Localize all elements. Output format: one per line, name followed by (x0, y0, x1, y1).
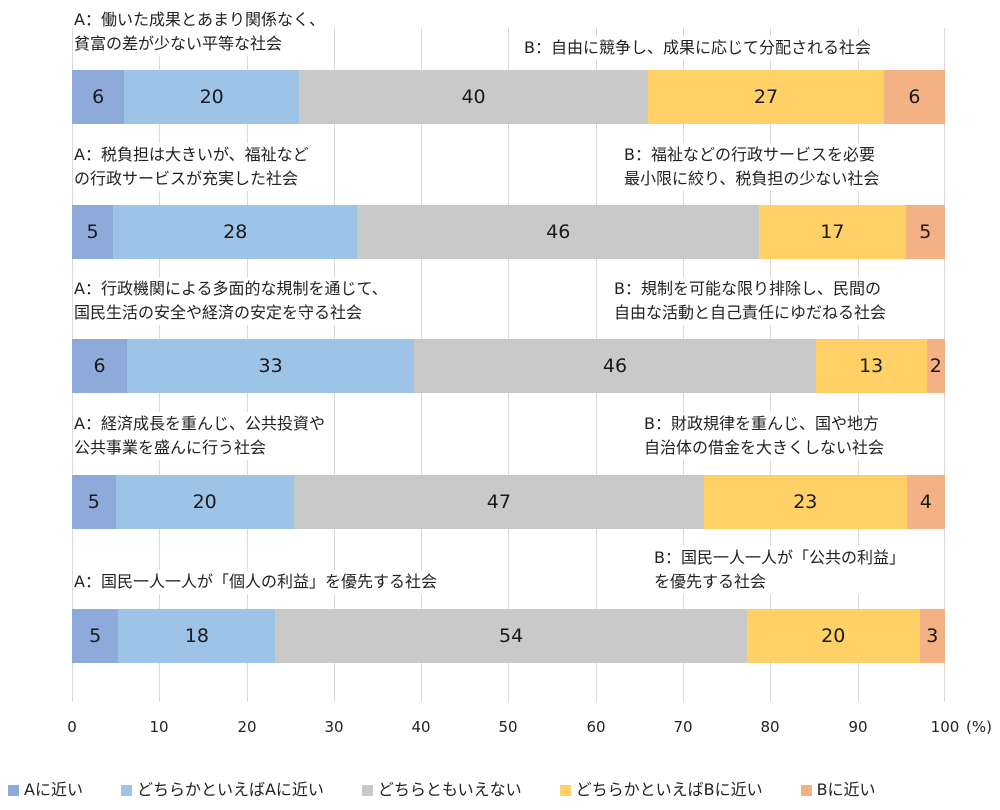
x-tick: 70 (673, 718, 693, 736)
legend-item-neither: どちらともいえない (361, 776, 522, 800)
row-4-label-b: B：財政規律を重んじ、国や地方 自治体の借金を大きくしない社会 (644, 412, 885, 460)
row-3-label-b: B：規制を可能な限り排除し、民間の 自由な活動と自己責任にゆだねる社会 (614, 277, 887, 325)
segment-a-close: 5 (72, 609, 119, 663)
segment-somewhat-b: 13 (815, 339, 927, 393)
row-2-label-a: A：税負担は大きいが、福祉など の行政サービスが充実した社会 (74, 143, 309, 191)
segment-neither: 47 (293, 475, 705, 529)
segment-a-close: 6 (72, 339, 127, 393)
row-5-label-a: A：国民一人一人が「個人の利益」を優先する社会 (74, 570, 437, 594)
segment-somewhat-b: 27 (648, 70, 884, 124)
segment-somewhat-a: 28 (113, 205, 358, 259)
segment-somewhat-a: 18 (118, 609, 276, 663)
segment-neither: 46 (414, 339, 816, 393)
plot-area: A：働いた成果とあまり関係なく、 貧富の差が少ない平等な社会 B：自由に競争し、… (72, 0, 945, 702)
row-4-label-a: A：経済成長を重んじ、公共投資や 公共事業を盛んに行う社会 (74, 412, 325, 460)
row-2-label-b: B：福祉などの行政サービスを必要 最小限に絞り、税負担の少ない社会 (624, 143, 880, 191)
segment-b-close: 4 (906, 475, 945, 529)
stacked-bar: 6 20 40 27 6 (72, 70, 945, 124)
stacked-bar: 5 28 46 17 5 (72, 205, 945, 259)
legend-swatch-icon (120, 784, 132, 796)
segment-a-close: 6 (72, 70, 125, 124)
segment-somewhat-b: 20 (746, 609, 920, 663)
x-tick: 50 (498, 718, 518, 736)
legend: Aに近い どちらかといえばAに近い どちらともいえない どちらかといえばBに近い… (8, 776, 914, 800)
segment-somewhat-a: 33 (126, 339, 415, 393)
x-tick: 20 (237, 718, 257, 736)
row-1-label-b: B：自由に競争し、成果に応じて分配される社会 (524, 36, 871, 60)
segment-b-close: 3 (919, 609, 945, 663)
stacked-bar: 5 20 47 23 4 (72, 475, 945, 529)
segment-neither: 40 (298, 70, 649, 124)
segment-a-close: 5 (72, 475, 116, 529)
segment-neither: 46 (357, 205, 760, 259)
x-tick: 40 (411, 718, 431, 736)
legend-swatch-icon (361, 784, 373, 796)
segment-somewhat-a: 20 (115, 475, 294, 529)
stacked-bar: 5 18 54 20 3 (72, 609, 945, 663)
legend-item-somewhat-a: どちらかといえばAに近い (120, 776, 324, 800)
segment-a-close: 5 (72, 205, 114, 259)
segment-somewhat-b: 17 (759, 205, 906, 259)
x-tick: 80 (760, 718, 780, 736)
row-5-label-b: B：国民一人一人が「公共の利益」 を優先する社会 (654, 546, 905, 594)
x-tick: 10 (149, 718, 169, 736)
legend-item-b-close: Bに近い (800, 776, 876, 800)
x-tick: 100 (930, 718, 960, 736)
legend-swatch-icon (800, 784, 812, 796)
legend-swatch-icon (8, 784, 19, 796)
legend-item-a-close: Aに近い (8, 776, 83, 800)
x-tick: 0 (67, 718, 77, 736)
segment-b-close: 6 (883, 70, 945, 124)
x-tick: 30 (324, 718, 344, 736)
legend-item-somewhat-b: どちらかといえばBに近い (559, 776, 763, 800)
segment-b-close: 5 (905, 205, 945, 259)
row-3-label-a: A：行政機関による多面的な規制を通じて、 国民生活の安全や経済の安定を守る社会 (74, 277, 388, 325)
segment-somewhat-a: 20 (124, 70, 299, 124)
stacked-bar: 6 33 46 13 2 (72, 339, 945, 393)
x-tick: 90 (848, 718, 868, 736)
segment-somewhat-b: 23 (704, 475, 907, 529)
segment-neither: 54 (275, 609, 747, 663)
x-tick: 60 (586, 718, 606, 736)
legend-swatch-icon (559, 784, 571, 796)
x-axis-unit: (%) (966, 718, 992, 736)
segment-b-close: 2 (926, 339, 945, 393)
row-1-label-a: A：働いた成果とあまり関係なく、 貧富の差が少ない平等な社会 (74, 8, 325, 56)
